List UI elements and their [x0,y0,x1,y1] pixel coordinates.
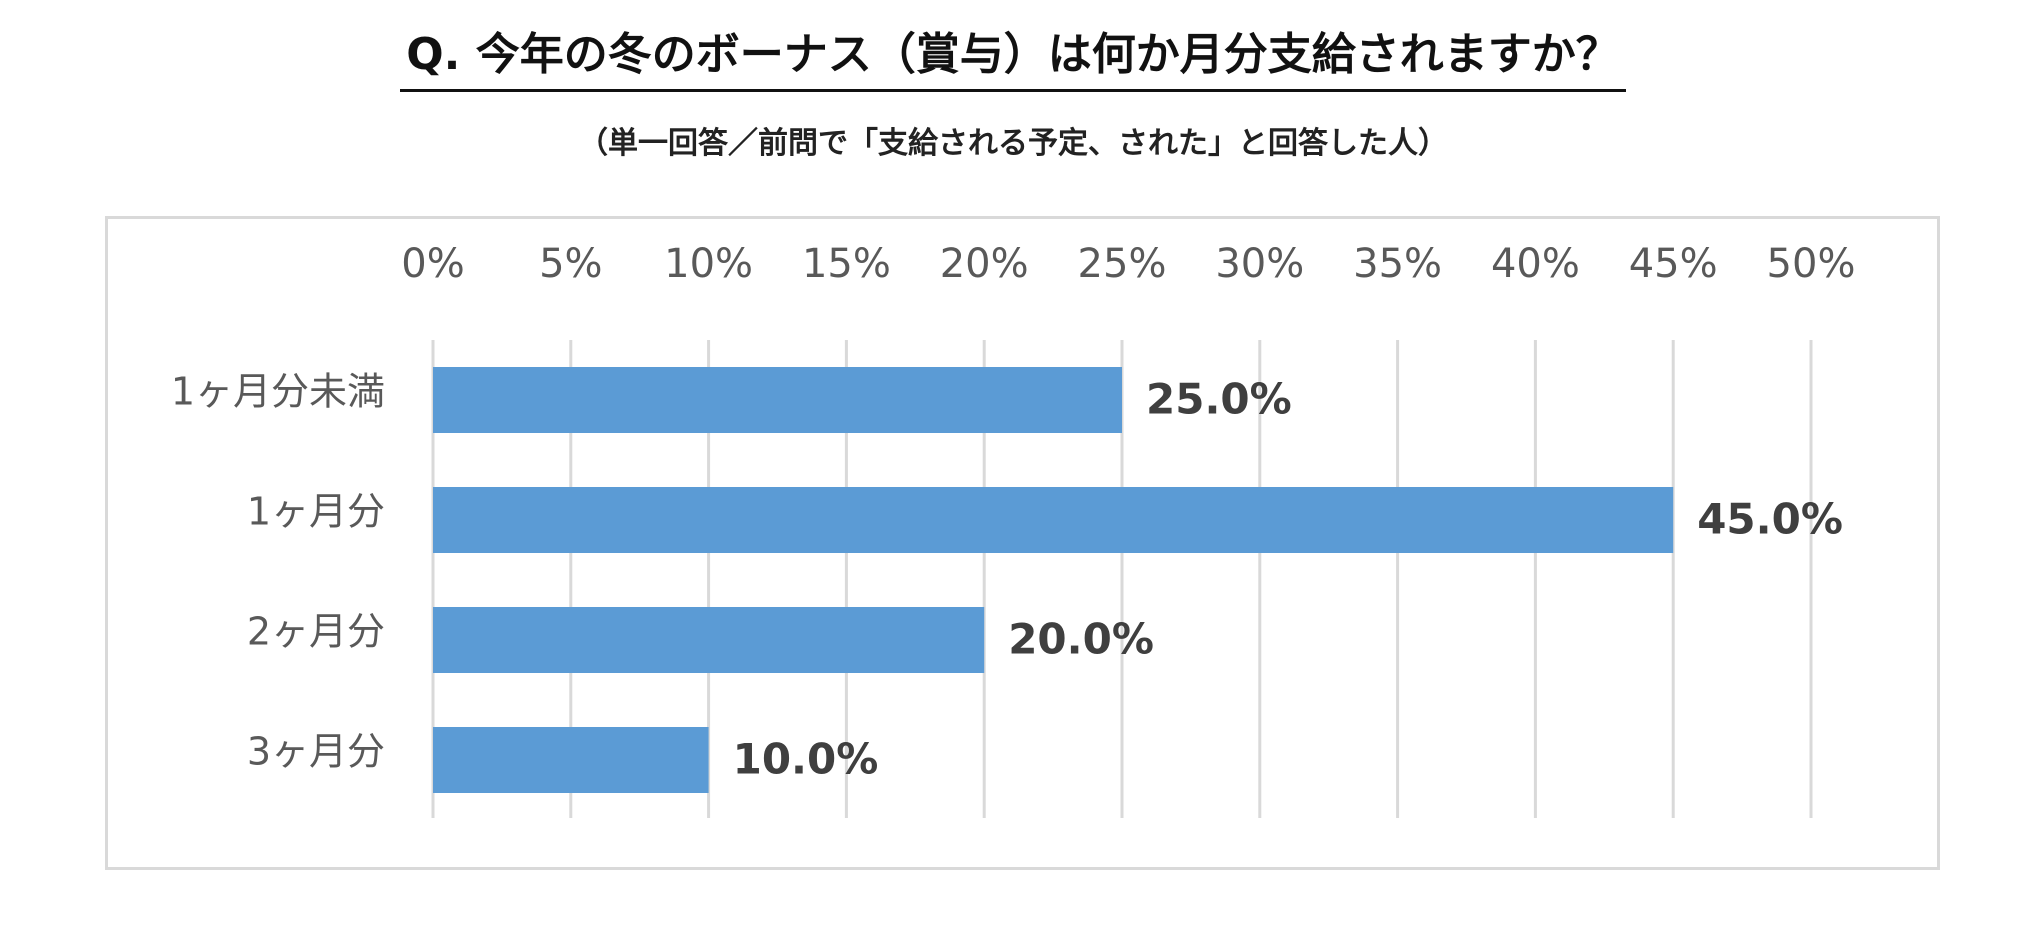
x-tick-label: 40% [1491,241,1580,287]
data-label: 45.0% [1697,495,1843,544]
x-tick-label: 20% [940,241,1029,287]
category-label: 1ヶ月分未満 [171,370,385,414]
x-tick-label: 25% [1078,241,1167,287]
x-tick-label: 35% [1353,241,1442,287]
chart-subtitle: （単一回答／前問で「支給される予定、された」と回答した人） [578,126,1448,161]
x-tick-label: 5% [539,241,602,287]
bar [433,607,985,673]
bar [433,367,1122,433]
x-tick-label: 0% [401,241,464,287]
category-label: 3ヶ月分 [247,730,385,774]
data-label: 25.0% [1146,375,1292,424]
chart-title-wrap: Q. 今年の冬のボーナス（賞与）は何か月分支給されますか？ [0,29,2026,92]
data-label: 10.0% [733,735,879,784]
x-tick-label: 15% [802,241,891,287]
category-label: 2ヶ月分 [247,610,385,654]
x-tick-label: 30% [1215,241,1304,287]
bar [433,487,1674,553]
x-tick-label: 50% [1767,241,1856,287]
chart-frame [105,216,1940,870]
chart-title: Q. 今年の冬のボーナス（賞与）は何か月分支給されますか？ [400,29,1626,92]
x-tick-label: 10% [664,241,753,287]
bar [433,727,709,793]
category-label: 1ヶ月分 [247,490,385,534]
data-label: 20.0% [1008,615,1154,664]
x-tick-label: 45% [1629,241,1718,287]
